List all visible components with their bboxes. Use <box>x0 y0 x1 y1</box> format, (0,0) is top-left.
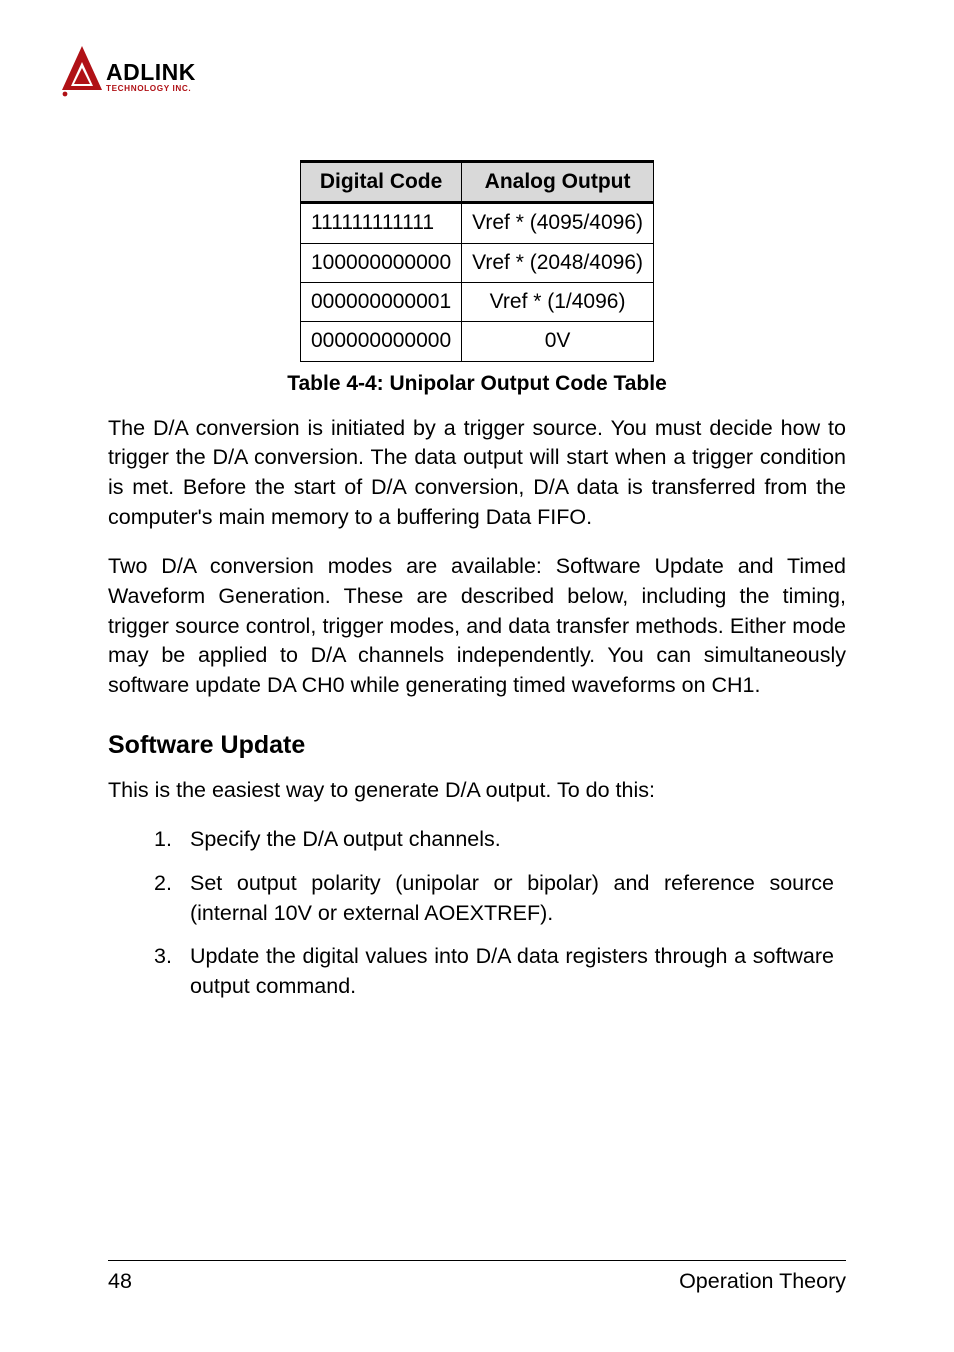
table-row: 000000000001 Vref * (1/4096) <box>301 283 654 322</box>
table-cell: 0V <box>462 322 654 361</box>
page: ADLINK TECHNOLOGY INC. Digital Code Anal… <box>0 0 954 1352</box>
svg-text:TECHNOLOGY INC.: TECHNOLOGY INC. <box>106 84 191 93</box>
svg-text:ADLINK: ADLINK <box>106 59 196 85</box>
table-row: 100000000000 Vref * (2048/4096) <box>301 243 654 282</box>
table-row: 000000000000 0V <box>301 322 654 361</box>
section-heading: Software Update <box>108 731 846 760</box>
table-cell: Vref * (4095/4096) <box>462 203 654 243</box>
table-cell: Vref * (2048/4096) <box>462 243 654 282</box>
page-number: 48 <box>108 1269 132 1294</box>
list-item: Update the digital values into D/A data … <box>154 942 834 1001</box>
paragraph: The D/A conversion is initiated by a tri… <box>108 414 846 533</box>
brand-logo: ADLINK TECHNOLOGY INC. <box>60 44 230 113</box>
table-header-row: Digital Code Analog Output <box>301 162 654 203</box>
list-item: Set output polarity (unipolar or bipolar… <box>154 869 834 928</box>
section-intro: This is the easiest way to generate D/A … <box>108 776 846 806</box>
table-cell: 000000000000 <box>301 322 462 361</box>
table-row: 111111111111 Vref * (4095/4096) <box>301 203 654 243</box>
table-header: Digital Code <box>301 162 462 203</box>
table-cell: 100000000000 <box>301 243 462 282</box>
table-caption: Table 4-4: Unipolar Output Code Table <box>108 372 846 396</box>
table-cell: Vref * (1/4096) <box>462 283 654 322</box>
list-item: Specify the D/A output channels. <box>154 825 834 855</box>
table-cell: 000000000001 <box>301 283 462 322</box>
unipolar-code-table: Digital Code Analog Output 111111111111 … <box>300 160 654 362</box>
content-area: Digital Code Analog Output 111111111111 … <box>108 160 846 1002</box>
paragraph: Two D/A conversion modes are available: … <box>108 552 846 700</box>
footer-title: Operation Theory <box>679 1269 846 1294</box>
table-header: Analog Output <box>462 162 654 203</box>
table-cell: 111111111111 <box>301 203 462 243</box>
page-footer: 48 Operation Theory <box>108 1260 846 1294</box>
steps-list: Specify the D/A output channels. Set out… <box>154 825 834 1001</box>
